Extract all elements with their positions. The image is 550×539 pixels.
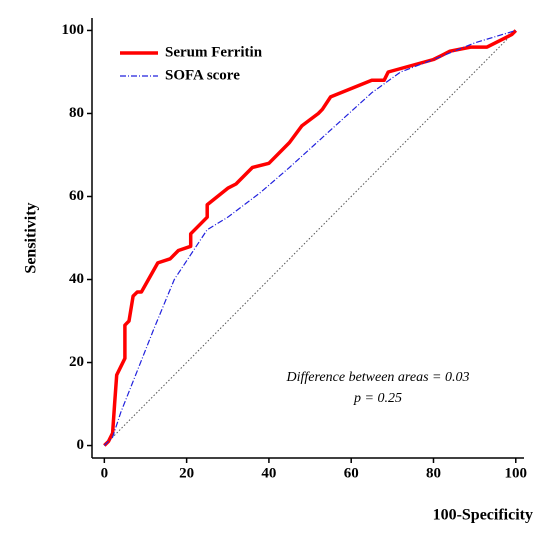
y-axis-label: Sensitivity (23, 202, 40, 273)
annotation: Difference between areas = 0.03 (286, 370, 470, 385)
legend-label: SOFA score (165, 67, 240, 83)
legend-label: Serum Ferritin (165, 44, 263, 60)
x-tick-label: 40 (261, 465, 276, 481)
y-tick-label: 20 (69, 354, 84, 370)
y-tick-label: 0 (77, 437, 85, 453)
x-axis-label: 100-Specificity (433, 507, 533, 524)
x-tick-label: 0 (101, 465, 109, 481)
annotation: p = 0.25 (353, 391, 402, 406)
x-tick-label: 60 (344, 465, 359, 481)
x-tick-label: 100 (505, 465, 528, 481)
x-tick-label: 20 (179, 465, 194, 481)
y-tick-label: 80 (69, 105, 84, 121)
series-line (103, 29, 518, 447)
y-tick-label: 100 (62, 22, 85, 38)
series-line (103, 29, 516, 446)
x-tick-label: 80 (426, 465, 441, 481)
y-tick-label: 40 (69, 271, 84, 287)
y-tick-label: 60 (69, 188, 84, 204)
reference-line (103, 30, 517, 446)
